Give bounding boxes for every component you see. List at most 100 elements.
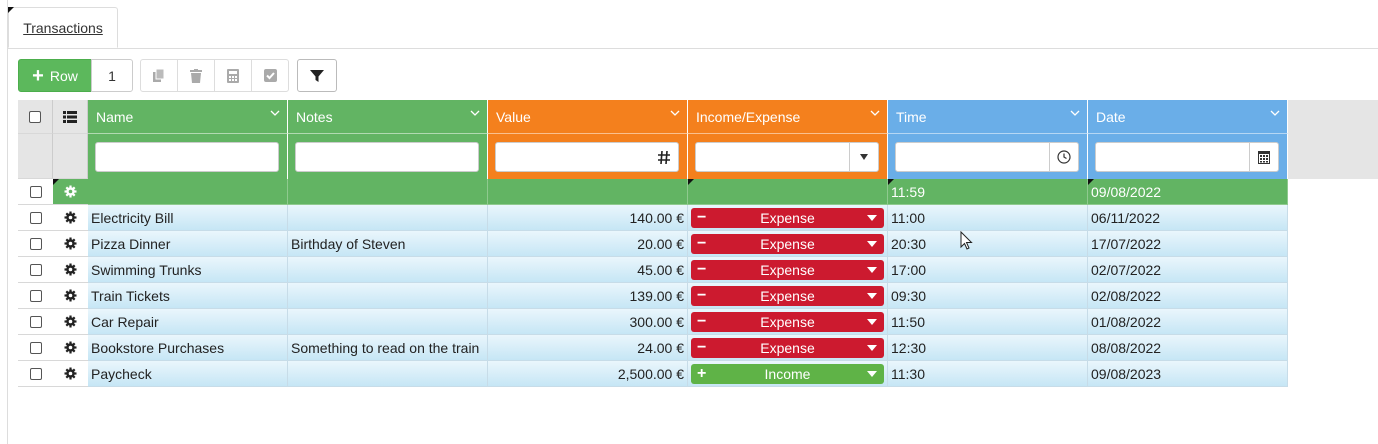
gear-icon[interactable] <box>64 367 77 380</box>
chevron-down-icon[interactable] <box>670 109 680 117</box>
row-checkbox[interactable] <box>29 185 42 198</box>
cell-notes[interactable]: Something to read on the train <box>288 335 488 361</box>
chevron-down-icon[interactable] <box>470 109 480 117</box>
cell-value[interactable]: 20.00 € <box>488 231 688 257</box>
new-row-time[interactable]: 11:59 <box>888 179 1088 205</box>
notes-filter-input[interactable] <box>295 142 479 172</box>
chevron-down-icon[interactable] <box>1270 109 1280 117</box>
filter-button[interactable] <box>297 59 337 92</box>
column-header-time[interactable]: Time <box>888 100 1088 134</box>
gear-icon[interactable] <box>64 289 77 302</box>
value-filter-input[interactable] <box>495 142 679 172</box>
cell-date[interactable]: 06/11/2022 <box>1088 205 1288 231</box>
check-button[interactable] <box>251 59 289 92</box>
row-checkbox[interactable] <box>29 263 42 276</box>
cell-time[interactable]: 12:30 <box>888 335 1088 361</box>
cell-notes[interactable] <box>288 361 488 387</box>
gear-icon[interactable] <box>64 315 77 328</box>
dropdown-caret-icon[interactable] <box>849 143 878 171</box>
cell-value[interactable]: 139.00 € <box>488 283 688 309</box>
column-header-value[interactable]: Value <box>488 100 688 134</box>
gear-icon[interactable] <box>64 185 77 198</box>
cell-value[interactable]: 2,500.00 € <box>488 361 688 387</box>
cell-time[interactable]: 09:30 <box>888 283 1088 309</box>
cell-value[interactable]: 24.00 € <box>488 335 688 361</box>
cell-notes[interactable]: Birthday of Steven <box>288 231 488 257</box>
row-checkbox[interactable] <box>29 341 42 354</box>
date-filter-input[interactable] <box>1095 142 1279 172</box>
column-header-income-expense[interactable]: Income/Expense <box>688 100 888 134</box>
minus-icon: − <box>697 313 707 330</box>
cell-name[interactable]: Car Repair <box>88 309 288 335</box>
gear-icon[interactable] <box>64 211 77 224</box>
expense-select[interactable]: − Expense <box>691 312 884 332</box>
list-icon[interactable] <box>63 110 77 123</box>
delete-button[interactable] <box>177 59 215 92</box>
time-filter-input[interactable] <box>895 142 1079 172</box>
column-header-notes[interactable]: Notes <box>288 100 488 134</box>
column-header-name[interactable]: Name <box>88 100 288 134</box>
cell-name[interactable]: Paycheck <box>88 361 288 387</box>
cell-value[interactable]: 45.00 € <box>488 257 688 283</box>
cell-time[interactable]: 17:00 <box>888 257 1088 283</box>
cell-notes[interactable] <box>288 283 488 309</box>
row-checkbox[interactable] <box>29 315 42 328</box>
cell-date[interactable]: 01/08/2022 <box>1088 309 1288 335</box>
cell-notes[interactable] <box>288 257 488 283</box>
plus-icon: + <box>32 64 44 87</box>
calculate-button[interactable] <box>214 59 252 92</box>
cell-date[interactable]: 02/07/2022 <box>1088 257 1288 283</box>
expense-select[interactable]: − Expense <box>691 338 884 358</box>
cell-date[interactable]: 08/08/2022 <box>1088 335 1288 361</box>
cell-time[interactable]: 20:30 <box>888 231 1088 257</box>
chevron-down-icon[interactable] <box>870 109 880 117</box>
cell-time[interactable]: 11:00 <box>888 205 1088 231</box>
cell-name[interactable]: Pizza Dinner <box>88 231 288 257</box>
tab-label: Transactions <box>23 19 103 36</box>
new-row-name[interactable] <box>88 179 288 205</box>
calendar-icon[interactable] <box>1249 143 1278 171</box>
expense-select[interactable]: − Expense <box>691 208 884 228</box>
cell-name[interactable]: Electricity Bill <box>88 205 288 231</box>
cell-income-expense: − Expense <box>688 231 888 257</box>
gear-icon[interactable] <box>64 341 77 354</box>
copy-button[interactable] <box>140 59 178 92</box>
row-checkbox[interactable] <box>29 237 42 250</box>
cell-notes[interactable] <box>288 309 488 335</box>
cell-date[interactable]: 02/08/2022 <box>1088 283 1288 309</box>
gear-icon[interactable] <box>64 263 77 276</box>
new-row-type[interactable] <box>688 179 888 205</box>
filter-icon <box>310 69 324 82</box>
cell-time[interactable]: 11:50 <box>888 309 1088 335</box>
cell-notes[interactable] <box>288 205 488 231</box>
chevron-down-icon[interactable] <box>1070 109 1080 117</box>
row-checkbox[interactable] <box>29 211 42 224</box>
gear-icon[interactable] <box>64 237 77 250</box>
chevron-down-icon[interactable] <box>270 109 280 117</box>
add-row-button[interactable]: + Row <box>18 59 92 92</box>
cell-name[interactable]: Bookstore Purchases <box>88 335 288 361</box>
new-row-notes[interactable] <box>288 179 488 205</box>
clock-icon[interactable] <box>1049 143 1078 171</box>
new-row-value[interactable] <box>488 179 688 205</box>
expense-select[interactable]: − Expense <box>691 234 884 254</box>
cell-name[interactable]: Swimming Trunks <box>88 257 288 283</box>
cell-name[interactable]: Train Tickets <box>88 283 288 309</box>
cell-value[interactable]: 140.00 € <box>488 205 688 231</box>
column-header-date[interactable]: Date <box>1088 100 1288 134</box>
select-all-checkbox[interactable] <box>29 110 41 123</box>
cell-date[interactable]: 09/08/2023 <box>1088 361 1288 387</box>
cell-date[interactable]: 17/07/2022 <box>1088 231 1288 257</box>
cell-time[interactable]: 11:30 <box>888 361 1088 387</box>
income-select[interactable]: + Income <box>691 364 884 384</box>
new-row-date[interactable]: 09/08/2022 <box>1088 179 1288 205</box>
expense-select[interactable]: − Expense <box>691 260 884 280</box>
row-count-input[interactable]: 1 <box>91 59 133 92</box>
tab-transactions[interactable]: Transactions <box>8 7 118 48</box>
cell-value[interactable]: 300.00 € <box>488 309 688 335</box>
name-filter-input[interactable] <box>95 142 279 172</box>
type-filter-select[interactable] <box>695 142 879 172</box>
row-checkbox[interactable] <box>29 289 42 302</box>
expense-select[interactable]: − Expense <box>691 286 884 306</box>
row-checkbox[interactable] <box>29 367 42 380</box>
